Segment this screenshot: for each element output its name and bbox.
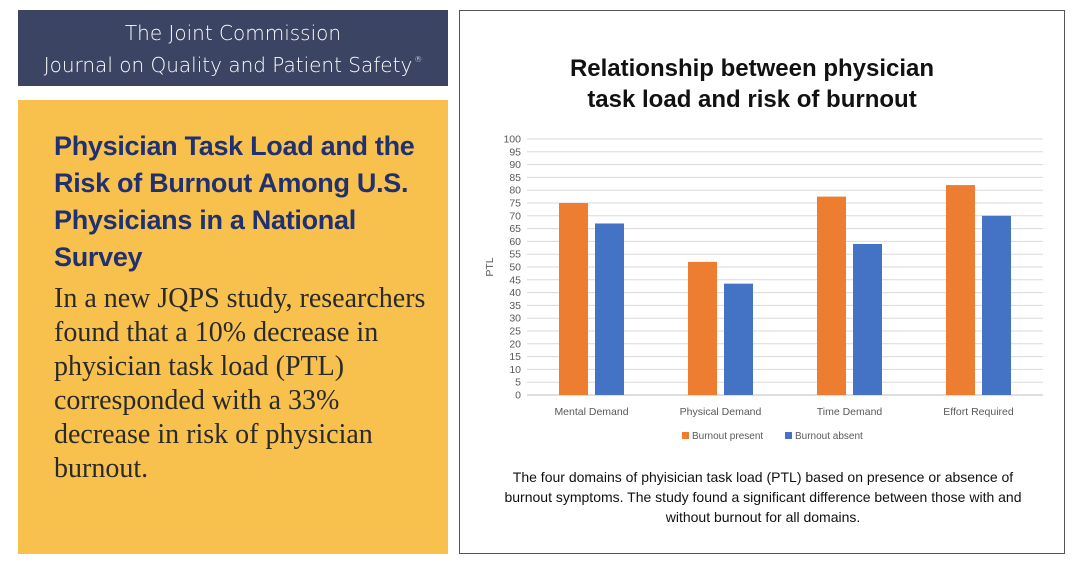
bar-burnout-absent [595, 223, 624, 395]
bar-burnout-absent [853, 243, 882, 395]
y-tick-label: 90 [509, 159, 521, 171]
legend-label: Burnout present [692, 431, 763, 442]
y-tick-label: 10 [509, 364, 521, 376]
y-tick-label: 15 [509, 351, 521, 363]
y-tick-label: 60 [509, 236, 521, 248]
y-tick-label: 50 [509, 262, 521, 274]
journal-banner: The Joint Commission Journal on Quality … [18, 10, 448, 86]
bar-burnout-present [817, 196, 846, 395]
y-tick-label: 55 [509, 249, 521, 261]
bar-chart: 0510152025303540455055606570758085909510… [484, 134, 1043, 442]
bar-burnout-present [688, 261, 717, 395]
bar-burnout-absent [724, 283, 753, 395]
bar-burnout-present [946, 185, 975, 395]
y-tick-label: 30 [509, 313, 521, 325]
y-tick-label: 5 [515, 377, 521, 389]
story-headline: Physician Task Load and the Risk of Burn… [54, 131, 415, 272]
story-body: In a new JQPS study, researchers found t… [54, 283, 426, 484]
x-tick-label: Mental Demand [554, 406, 628, 418]
x-tick-label: Physical Demand [680, 406, 762, 418]
bar-burnout-present [559, 203, 588, 395]
chart-panel: Relationship between physician task load… [459, 10, 1065, 554]
y-tick-label: 85 [509, 172, 521, 184]
chart-title-line2: task load and risk of burnout [587, 86, 917, 113]
journal-title: Journal on Quality and Patient Safety [43, 53, 413, 77]
y-axis-label: PTL [484, 257, 496, 276]
x-tick-label: Time Demand [817, 406, 883, 418]
y-tick-label: 20 [509, 338, 521, 350]
bar-burnout-absent [982, 215, 1011, 395]
story-panel: Physician Task Load and the Risk of Burn… [18, 100, 448, 554]
y-tick-label: 95 [509, 146, 521, 158]
legend-swatch-burnout-present [682, 432, 689, 439]
chart-caption: The four domains of phyisician task load… [504, 469, 1022, 525]
y-tick-label: 100 [503, 134, 521, 146]
y-tick-label: 65 [509, 223, 521, 235]
y-tick-label: 45 [509, 274, 521, 286]
y-tick-label: 0 [515, 390, 521, 402]
chart-title-line1: Relationship between physician [569, 55, 935, 82]
y-tick-label: 75 [509, 198, 521, 210]
registered-mark: ® [414, 55, 423, 64]
journal-org-name: The Joint Commission [124, 21, 342, 45]
legend-swatch-burnout-absent [785, 432, 792, 439]
y-tick-label: 80 [509, 185, 521, 197]
chart-title: Relationship between physician task load… [460, 53, 1064, 115]
x-tick-label: Effort Required [943, 406, 1014, 418]
legend-label: Burnout absent [795, 431, 863, 442]
y-tick-label: 40 [509, 287, 521, 299]
y-tick-label: 25 [509, 326, 521, 338]
y-tick-label: 35 [509, 300, 521, 312]
y-tick-label: 70 [509, 210, 521, 222]
